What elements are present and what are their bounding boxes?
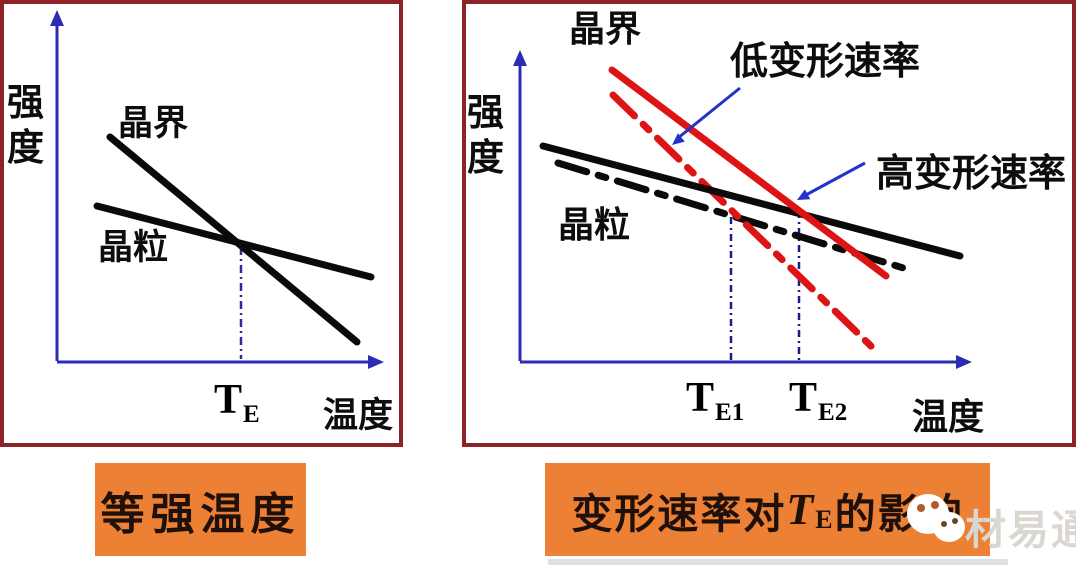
high-rate-arrowhead-icon: [797, 189, 811, 200]
y-axis-arrow-icon: [513, 50, 527, 66]
te2-tick-base: T: [789, 375, 818, 421]
left-chart-graphics: [50, 10, 384, 369]
grain-boundary-label: 晶界: [118, 104, 189, 143]
watermark: 材易通: [895, 486, 1076, 553]
y-axis-arrow-icon: [50, 10, 64, 26]
x-axis-arrow-icon: [956, 355, 972, 369]
right-caption-t: T: [786, 485, 816, 534]
grain-boundary-low-rate-line: [609, 91, 877, 352]
low-rate-arrow: [677, 86, 741, 140]
left-caption-text: 等强温度: [100, 489, 301, 539]
watermark-brand-text: 材易通: [965, 507, 1076, 553]
x-axis-arrow-icon: [368, 355, 384, 369]
left-caption-box: 等强温度: [95, 463, 306, 556]
grain-label: 晶粒: [98, 228, 169, 267]
high-rate-arrow: [803, 161, 866, 198]
wechat-logo-small-bubble-icon: [933, 512, 965, 542]
y-axis-label: 强度: [467, 92, 504, 179]
high-rate-annotation-label: 高变形速率: [876, 153, 1067, 195]
grain-boundary-high-rate-line: [608, 66, 890, 280]
grain-line: [93, 202, 375, 281]
y-axis-label: 强度: [7, 82, 44, 169]
wechat-eye-icon: [941, 521, 947, 527]
grain-high-rate-line: [539, 142, 964, 260]
x-axis-label: 温度: [912, 396, 985, 437]
te-tick-base: T: [214, 377, 243, 423]
grain-boundary-label: 晶界: [569, 8, 642, 49]
te1-tick-sub: E1: [715, 399, 745, 426]
right-caption-prefix: 变形速率对: [571, 490, 787, 537]
right-chart-graphics: [513, 50, 972, 369]
wechat-eye-icon: [931, 501, 939, 509]
low-rate-annotation-label: 低变形速率: [730, 41, 921, 83]
te2-tick-label: TE2: [789, 374, 847, 426]
te-tick-sub: E: [243, 401, 260, 428]
wechat-eye-icon: [917, 504, 925, 512]
grain-label: 晶粒: [558, 204, 631, 245]
x-axis-label: 温度: [323, 396, 394, 435]
te-tick-label: TE: [214, 376, 260, 428]
te1-tick-base: T: [686, 375, 715, 421]
te2-tick-sub: E2: [818, 399, 848, 426]
wechat-eye-icon: [952, 518, 958, 524]
te1-tick-label: TE1: [686, 374, 744, 426]
right-chart-panel: 晶界 强度 低变形速率 高变形速率 晶粒 TE1 TE2 温度: [462, 0, 1076, 447]
caption-shadow-strip: [548, 559, 1008, 565]
low-rate-arrowhead-icon: [672, 133, 685, 145]
left-chart-panel: 强度 晶界 晶粒 TE 温度: [0, 0, 403, 447]
right-caption-t-sub: E: [815, 504, 835, 534]
